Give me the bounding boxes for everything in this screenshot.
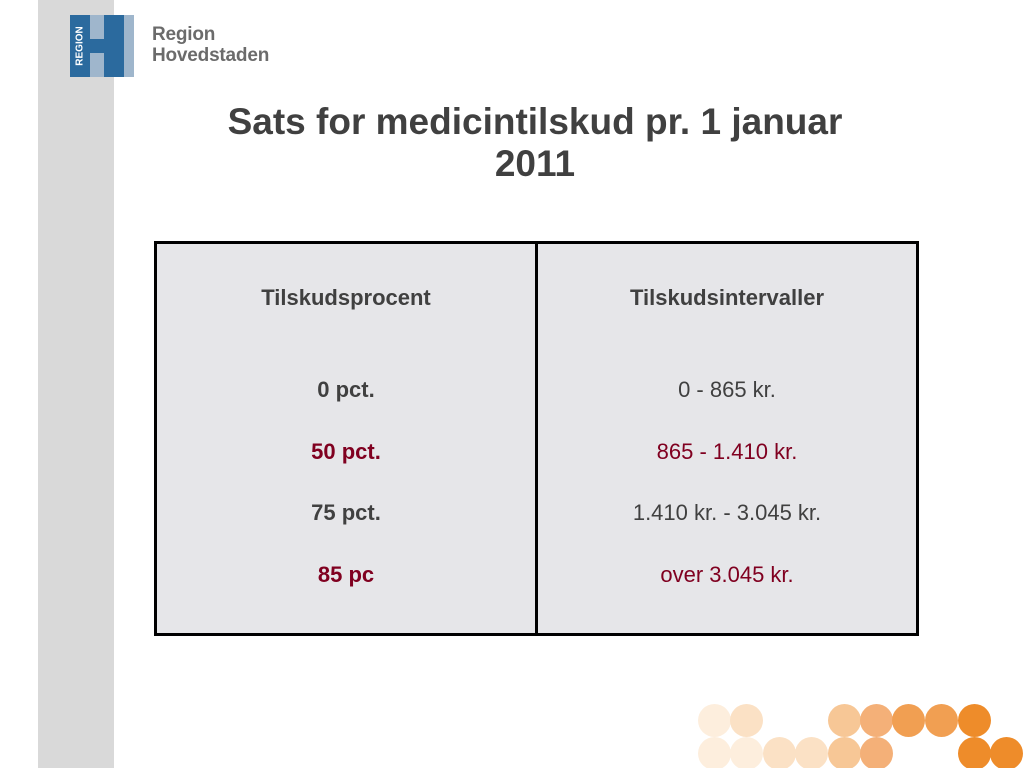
logo-mark-text: REGION [75,26,86,65]
decorative-dot-pattern [690,700,1024,768]
decorative-dot [958,704,991,737]
logo-h-icon: REGION [70,15,134,77]
region-hovedstaden-logo: REGION Region Hovedstaden [70,15,290,77]
percent-cell: 0 pct. [317,377,375,402]
interval-cell: over 3.045 kr. [660,562,794,587]
decorative-dot [698,704,731,737]
subsidy-table: Tilskudsprocent 0 pct. 50 pct. 75 pct. 8… [154,241,919,636]
interval-cell: 1.410 kr. - 3.045 kr. [632,500,822,525]
decorative-dot [730,704,763,737]
decorative-dot [860,737,893,768]
interval-cell: 865 - 1.410 kr. [656,439,798,464]
logo-wordmark: Region Hovedstaden [152,24,269,66]
header-tilskudsprocent: Tilskudsprocent [261,285,431,310]
percent-cell: 50 pct. [311,439,381,464]
decorative-dot [892,704,925,737]
percent-cell: 75 pct. [311,500,381,525]
column-tilskudsintervaller: Tilskudsintervaller 0 - 865 kr. 865 - 1.… [535,244,916,633]
header-tilskudsintervaller: Tilskudsintervaller [629,285,824,310]
decorative-dot [958,737,991,768]
decorative-dot [860,704,893,737]
decorative-dot [828,704,861,737]
logo-line-region: Region [152,24,216,45]
decorative-dot [990,737,1023,768]
decorative-dot [698,737,731,768]
decorative-dot [925,704,958,737]
decorative-dot [795,737,828,768]
decorative-dot [763,737,796,768]
title-line-1: Sats for medicintilskud pr. 1 januar [227,101,843,142]
decorative-dot [828,737,861,768]
slide-title: Sats for medicintilskud pr. 1 januar 201… [150,101,920,185]
percent-cell: 85 pc [317,562,375,587]
interval-cell: 0 - 865 kr. [678,377,776,402]
logo-line-hovedstaden: Hovedstaden [152,45,270,66]
title-line-2: 2011 [494,143,576,184]
decorative-dot [730,737,763,768]
left-side-band [38,0,114,768]
column-tilskudsprocent: Tilskudsprocent 0 pct. 50 pct. 75 pct. 8… [157,244,535,633]
